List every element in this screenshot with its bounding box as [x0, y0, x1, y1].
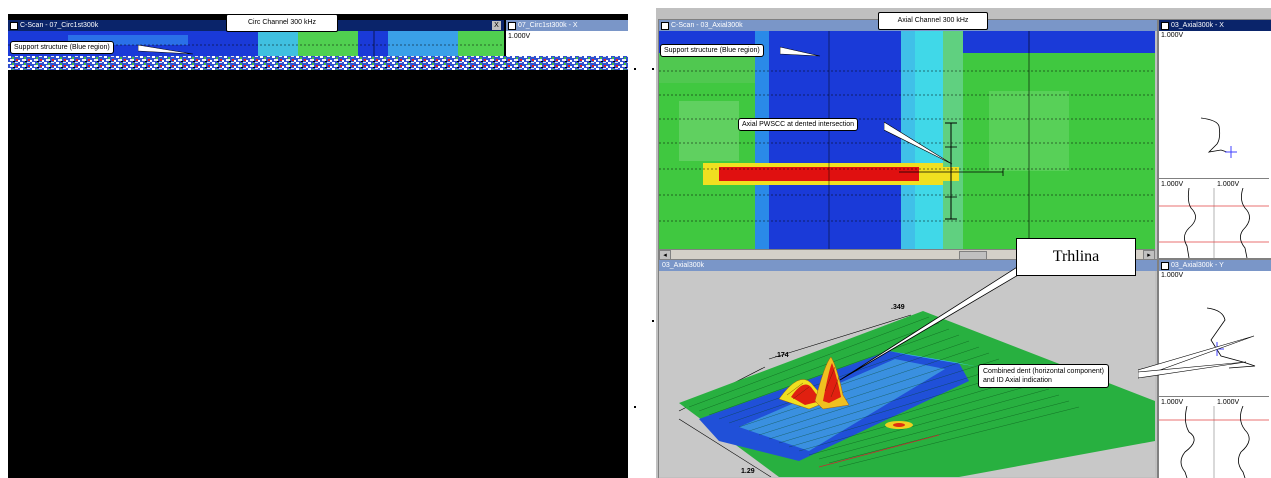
right-y-volt: 1.000V — [1161, 272, 1184, 279]
plot3d-title: 03_Axial300k — [662, 262, 705, 269]
axial-pwscc-callout: Axial PWSCC at dented intersection — [738, 118, 859, 131]
close-icon[interactable]: X — [492, 21, 501, 30]
left-support-pointer — [138, 44, 194, 55]
x-strip-volt-left: 1.000V — [1161, 181, 1184, 188]
page-marker — [634, 406, 636, 408]
y-strip-traces — [1159, 406, 1269, 478]
axis-label-349: .349 — [891, 304, 905, 311]
x-strip-volt-right: 1.000V — [1217, 181, 1240, 188]
axis-label-174: .174 — [775, 352, 789, 359]
window-menu-icon[interactable] — [661, 22, 669, 30]
axis-label-129: 1.29 — [741, 468, 755, 475]
right-screenshot: C-Scan - 03_Axial300k — [656, 8, 1271, 478]
window-menu-icon[interactable] — [1161, 22, 1169, 30]
dent-callout: Combined dent (horizontal component) and… — [978, 364, 1110, 388]
plot3d-titlebar[interactable]: 03_Axial300k — [659, 260, 1157, 271]
x-strip-traces — [1159, 188, 1269, 258]
right-x-titlebar[interactable]: 03_Axial300k - X — [1159, 20, 1271, 31]
right-y-title: 03_Axial300k - Y — [1171, 262, 1224, 269]
left-x-title: 07_Circ1st300k - X — [518, 22, 578, 29]
scroll-left-icon[interactable]: ◂ — [659, 250, 671, 260]
dent-callout-line1: Combined dent (horizontal component) — [983, 368, 1105, 375]
trhlina-label: Trhlina — [1016, 238, 1136, 276]
right-cscan-scrollbar[interactable]: ◂ ▸ — [659, 249, 1155, 260]
lissajous-plot — [1200, 117, 1237, 158]
left-support-callout: Support structure (Blue region) — [10, 41, 114, 54]
left-corrupted-band — [8, 56, 628, 70]
trhlina-pointer — [839, 263, 1031, 381]
right-channel-label: Axial Channel 300 kHz — [878, 12, 988, 30]
left-channel-label: Circ Channel 300 kHz — [226, 14, 338, 32]
y-strip-volt-right: 1.000V — [1217, 399, 1240, 406]
left-x-titlebar[interactable]: 07_Circ1st300k - X — [506, 20, 628, 31]
y-strip-divider — [1159, 396, 1269, 397]
axial-pwscc-pointer — [884, 121, 953, 165]
right-y-titlebar[interactable]: 03_Axial300k - Y — [1159, 260, 1271, 271]
dent-callout-line2: and ID Axial indication — [983, 377, 1052, 384]
right-x-volt: 1.000V — [1161, 32, 1184, 39]
window-menu-icon[interactable] — [508, 22, 516, 30]
window-menu-icon[interactable] — [1161, 262, 1169, 270]
scroll-right-icon[interactable]: ▸ — [1143, 250, 1155, 260]
right-cscan-title: C-Scan - 03_Axial300k — [671, 22, 743, 29]
x-strip-divider — [1159, 178, 1269, 179]
left-x-volt: 1.000V — [508, 33, 531, 40]
y-strip-volt-left: 1.000V — [1161, 399, 1184, 406]
page-marker — [652, 68, 654, 70]
left-screenshot: C-Scan - 07_Circ1st300k 07_Circ1st300k -… — [8, 14, 628, 478]
right-support-callout: Support structure (Blue region) — [660, 44, 764, 57]
window-menu-icon[interactable] — [10, 22, 18, 30]
page-marker — [652, 320, 654, 322]
right-x-panel: 03_Axial300k - X 1.000V 1.000V 1.000V — [1158, 19, 1271, 259]
right-x-title: 03_Axial300k - X — [1171, 22, 1224, 29]
plot3d-window: 03_Axial300k — [658, 259, 1158, 478]
right-support-pointer — [780, 46, 821, 57]
dent-pointer — [1138, 335, 1255, 379]
left-cscan-title: C-Scan - 07_Circ1st300k — [20, 22, 99, 29]
page-marker — [634, 68, 636, 70]
scroll-thumb[interactable] — [959, 251, 987, 260]
